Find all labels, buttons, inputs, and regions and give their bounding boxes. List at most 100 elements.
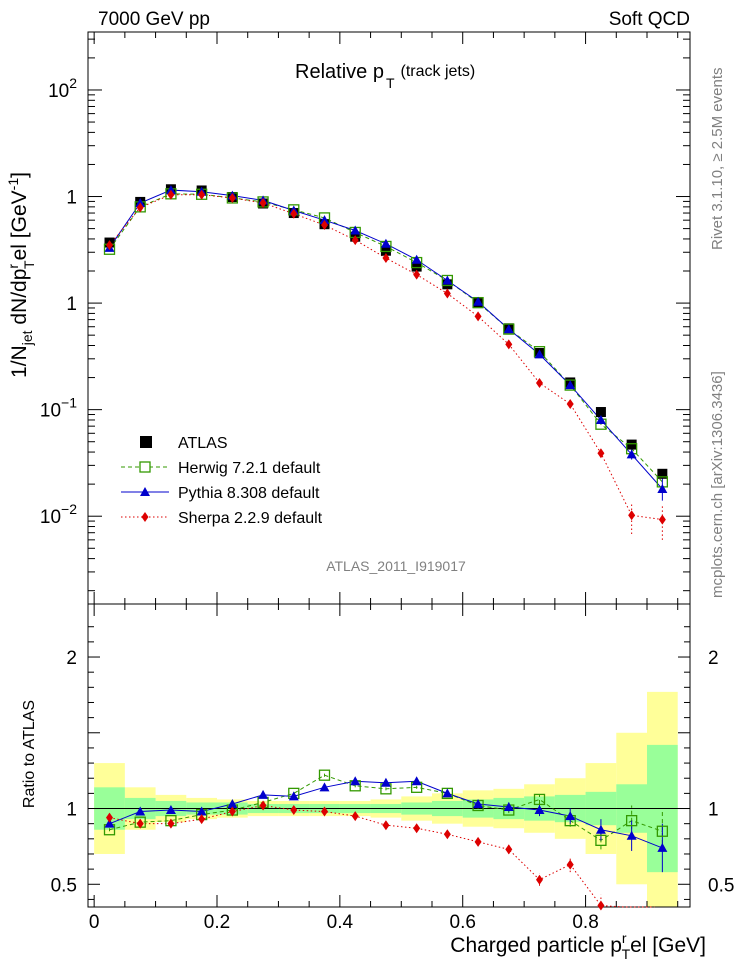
y-tick-exp: −1	[61, 395, 77, 411]
ratio-point-sherpa	[536, 874, 543, 885]
ratio-point-sherpa	[382, 820, 390, 831]
main-point-pythia	[442, 275, 453, 285]
y-tick-label: 10−2	[40, 501, 77, 528]
mcplots-label: mcplots.cern.ch [arXiv:1306.3436]	[709, 371, 726, 598]
ratio-point-sherpa	[351, 811, 359, 822]
main-point-sherpa	[474, 311, 482, 322]
y-tick-base: 10	[40, 401, 61, 422]
main-point-sherpa	[628, 510, 636, 521]
x-tick-label: 0.2	[204, 912, 230, 933]
main-point-atlas	[595, 407, 606, 418]
main-point-pythia	[657, 484, 668, 494]
ratio-point-sherpa	[505, 844, 513, 855]
ratio-point-sherpa	[413, 823, 421, 834]
ratio-point-pythia	[565, 811, 576, 821]
ratio-point-pythia	[135, 806, 146, 816]
main-ylabel: 1/Njet dN/dprTel [GeV-1]	[5, 172, 37, 378]
ratio-point-pythia	[595, 824, 606, 834]
x-tick-label: 0.6	[450, 912, 476, 933]
ratio-point-sherpa	[198, 814, 206, 825]
legend-label-sherpa: Sherpa 2.2.9 default	[178, 510, 323, 527]
title-sub: T	[386, 75, 395, 91]
legend-marker-herwig	[139, 461, 151, 473]
ylabel-p3-sup: -1	[5, 178, 21, 191]
ratio-point-pythia	[104, 818, 115, 828]
ratio-point-pythia	[319, 782, 330, 792]
ratio-point-sherpa	[474, 836, 482, 847]
y-tick-exp: 2	[69, 75, 77, 91]
title-main: Relative p	[295, 61, 384, 83]
main-point-sherpa	[658, 514, 666, 525]
ratio-frame	[87, 603, 691, 908]
ratio-tick-label-right: 1	[708, 800, 719, 821]
main-point-sherpa	[382, 252, 390, 263]
main-point-sherpa	[198, 189, 206, 200]
main-point-sherpa	[321, 220, 328, 231]
ratio-point-pythia	[165, 805, 176, 815]
main-point-sherpa	[259, 197, 267, 208]
main-point-pythia	[411, 254, 422, 264]
ylabel-p2: dN/dp	[8, 269, 31, 331]
ratio-point-sherpa	[228, 806, 236, 817]
ratio-point-sherpa	[566, 859, 574, 870]
ratio-point-sherpa	[443, 829, 451, 840]
ratio-point-pythia	[626, 830, 637, 840]
x-tick-label: 0.4	[327, 912, 354, 933]
ratio-point-pythia	[657, 842, 668, 852]
ratio-point-herwig	[318, 769, 331, 781]
ratio-point-pythia	[288, 791, 299, 801]
main-point-pythia	[626, 449, 637, 459]
main-point-sherpa	[290, 208, 298, 219]
ylabel-p4: ]	[8, 172, 31, 178]
ratio-tick-label-left: 1	[66, 800, 77, 821]
main-point-sherpa	[413, 269, 421, 280]
ylabel-p2-sub: T	[21, 260, 37, 269]
ylabel-p1: 1/N	[8, 345, 31, 378]
data-markers	[103, 184, 669, 911]
main-point-sherpa	[228, 192, 236, 203]
legend-label-herwig: Herwig 7.2.1 default	[178, 460, 321, 477]
main-point-sherpa	[505, 339, 513, 350]
ratio-point-pythia	[534, 805, 545, 815]
ratio-tick-label-right: 0.5	[708, 875, 734, 896]
ratio-point-herwig	[533, 793, 546, 806]
main-point-sherpa	[167, 189, 175, 200]
y-tick-label: 10−1	[40, 395, 77, 422]
main-point-sherpa	[597, 448, 605, 459]
legend-marker-pythia	[140, 487, 150, 496]
axis-ticks	[88, 32, 690, 907]
ratio-point-pythia	[196, 806, 207, 816]
main-point-pythia	[565, 380, 576, 390]
main-point-atlas	[380, 245, 391, 256]
ratio-point-pythia	[442, 788, 453, 798]
xlabel-sub: T	[622, 946, 631, 962]
main-point-pythia	[350, 225, 361, 235]
main-point-atlas	[657, 468, 668, 479]
ratio-point-pythia	[380, 777, 391, 787]
main-point-sherpa	[566, 398, 574, 409]
ratio-point-pythia	[227, 798, 238, 808]
y-tick-exp: −2	[61, 501, 77, 517]
legend-marker-sherpa	[141, 512, 149, 522]
y-tick-label: 1	[66, 188, 77, 209]
main-point-pythia	[380, 238, 391, 248]
y-tick-base: 1	[66, 188, 77, 209]
y-tick-label: 1	[66, 294, 77, 315]
ratio-tick-label-right: 2	[708, 648, 719, 669]
ratio-point-sherpa	[597, 900, 605, 911]
xlabel-p2: el [GeV]	[630, 934, 706, 957]
y-tick-label: 102	[48, 75, 77, 102]
ratio-point-herwig	[595, 834, 607, 846]
main-point-atlas	[626, 439, 637, 450]
ratio-point-pythia	[258, 789, 269, 799]
main-point-sherpa	[351, 235, 359, 246]
ylabel-p1-sub: jet	[19, 330, 35, 346]
ylabel-p2-sup: r	[5, 264, 21, 269]
xlabel: Charged particle pr Tel [GeV]	[450, 930, 706, 962]
main-point-pythia	[165, 185, 176, 195]
ratio-point-herwig	[625, 814, 638, 827]
rivet-label: Rivet 3.1.10, ≥ 2.5M events	[709, 68, 726, 251]
ratio-point-pythia	[350, 776, 361, 786]
main-point-pythia	[503, 324, 514, 334]
